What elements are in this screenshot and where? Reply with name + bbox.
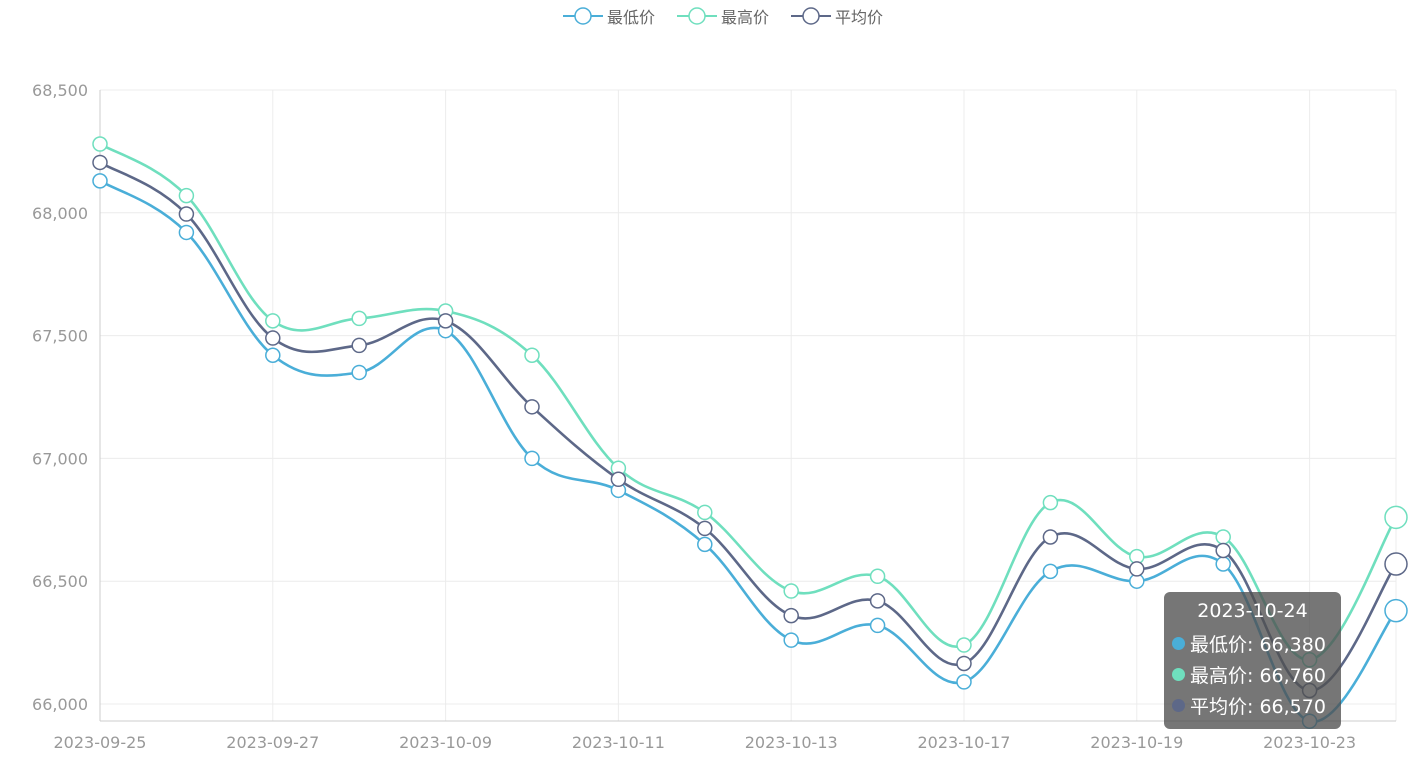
data-point (265, 347, 281, 363)
x-tick-label: 2023-10-13 (745, 733, 838, 752)
data-point (869, 568, 886, 585)
y-tick-label: 67,500 (32, 327, 88, 346)
data-point (1384, 552, 1408, 576)
data-point (178, 224, 195, 241)
data-point (1042, 529, 1059, 545)
data-point (697, 504, 713, 521)
y-tick-label: 67,000 (32, 449, 88, 468)
data-point (1042, 563, 1059, 580)
x-tick-label: 2023-10-23 (1263, 733, 1356, 752)
data-point (869, 617, 886, 634)
data-point (351, 337, 367, 354)
axes: 68,500 68,000 67,500 67,000 66,500 66,000 2023… (32, 81, 1396, 752)
data-point (265, 330, 281, 346)
data-point (869, 593, 886, 609)
chart-tooltip: 2023-10-24 最低价: 66,380 最高价: 66,760 平均价: … (1164, 592, 1341, 729)
data-point (178, 206, 195, 222)
data-point (956, 674, 972, 690)
data-point (610, 471, 627, 488)
x-tick-label: 2023-10-17 (918, 733, 1011, 752)
series-lines (99, 142, 1398, 723)
data-point (92, 173, 108, 189)
data-point (783, 607, 799, 624)
legend-item-max-price[interactable]: 最高价 (677, 4, 769, 28)
data-point (178, 187, 195, 204)
y-tick-label: 68,000 (32, 204, 88, 223)
tooltip-row-label: 平均价: 66,570 (1190, 696, 1326, 718)
legend-max-price-icon (677, 7, 717, 25)
data-point (956, 637, 972, 653)
y-tick-label: 66,500 (32, 572, 88, 591)
data-point (92, 154, 108, 171)
legend-min-price-icon (563, 7, 603, 25)
data-point (437, 313, 454, 329)
data-point (1384, 598, 1408, 623)
data-point (956, 655, 972, 672)
x-tick-label: 2023-09-25 (54, 733, 147, 752)
data-point (783, 632, 799, 648)
tooltip-title: 2023-10-24 (1197, 600, 1308, 622)
max-price-dot-icon (1172, 668, 1185, 681)
data-point (524, 399, 540, 415)
tooltip-row-min-price: 最低价: 66,380 (1172, 628, 1333, 659)
data-point (783, 583, 799, 599)
x-tick-label: 2023-10-19 (1090, 733, 1183, 752)
data-point (1384, 505, 1408, 530)
data-point (1215, 529, 1231, 545)
data-point (697, 520, 713, 537)
data-point (351, 364, 367, 381)
avg-price-dot-icon (1172, 699, 1185, 712)
data-point (524, 450, 540, 467)
min-price-dot-icon (1172, 637, 1185, 650)
legend-label: 最低价 (607, 8, 656, 27)
chart-legend: 最低价 最高价 平均价 (0, 4, 1423, 28)
data-point (92, 136, 108, 152)
y-tick-label: 66,000 (32, 695, 88, 714)
data-point (265, 313, 281, 329)
x-tick-label: 2023-09-27 (226, 733, 319, 752)
legend-item-avg-price[interactable]: 平均价 (791, 4, 883, 28)
data-point (524, 347, 540, 363)
tooltip-row-avg-price: 平均价: 66,570 (1172, 690, 1333, 721)
series-line-0 (99, 179, 1398, 723)
legend-label: 最高价 (721, 8, 770, 27)
legend-item-min-price[interactable]: 最低价 (563, 4, 655, 28)
tooltip-row-label: 最高价: 66,760 (1190, 665, 1326, 687)
x-tick-label: 2023-10-11 (572, 733, 665, 752)
data-point (697, 536, 713, 553)
tooltip-row-label: 最低价: 66,380 (1190, 634, 1326, 656)
data-point (1042, 494, 1059, 511)
data-point (1215, 556, 1231, 572)
series-line-2 (99, 161, 1398, 692)
x-tick-label: 2023-10-09 (399, 733, 492, 752)
tooltip-row-max-price: 最高价: 66,760 (1172, 659, 1333, 690)
data-point (1215, 542, 1231, 559)
data-point (351, 310, 367, 327)
y-tick-label: 68,500 (32, 81, 88, 100)
legend-avg-price-icon (791, 7, 831, 25)
legend-label: 平均价 (835, 8, 884, 27)
series-line-1 (99, 142, 1398, 662)
data-point (1129, 561, 1145, 577)
